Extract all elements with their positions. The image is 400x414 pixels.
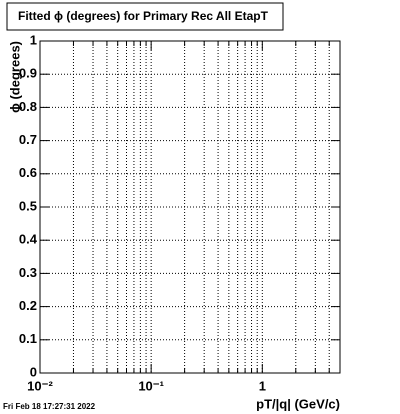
x-axis-title: pT/|q| (GeV/c) [256, 396, 340, 411]
x-tick-label: 1 [259, 378, 266, 393]
y-tick-label: 1 [30, 32, 37, 47]
y-tick-label: 0.8 [19, 99, 37, 114]
x-tick-label: 10⁻¹ [138, 378, 164, 393]
y-tick-label: 0.6 [19, 165, 37, 180]
y-tick-label: 0.2 [19, 298, 37, 313]
x-tick-label: 10⁻² [27, 378, 53, 393]
chart-title: Fitted ϕ (degrees) for Primary Rec All E… [18, 9, 269, 23]
plot-frame [39, 40, 341, 374]
timestamp: Fri Feb 18 17:27:31 2022 [3, 402, 96, 411]
y-tick-label: 0.9 [19, 66, 37, 81]
y-tick-label: 0.5 [19, 198, 37, 213]
y-tick-label: 0.1 [19, 331, 37, 346]
y-tick-label: 0.7 [19, 132, 37, 147]
y-tick-label: 0.3 [19, 265, 37, 280]
y-axis-title: ϕ (degrees) [7, 41, 22, 113]
y-tick-label: 0 [30, 364, 37, 379]
y-tick-label: 0.4 [19, 232, 38, 247]
title-box [6, 2, 284, 31]
